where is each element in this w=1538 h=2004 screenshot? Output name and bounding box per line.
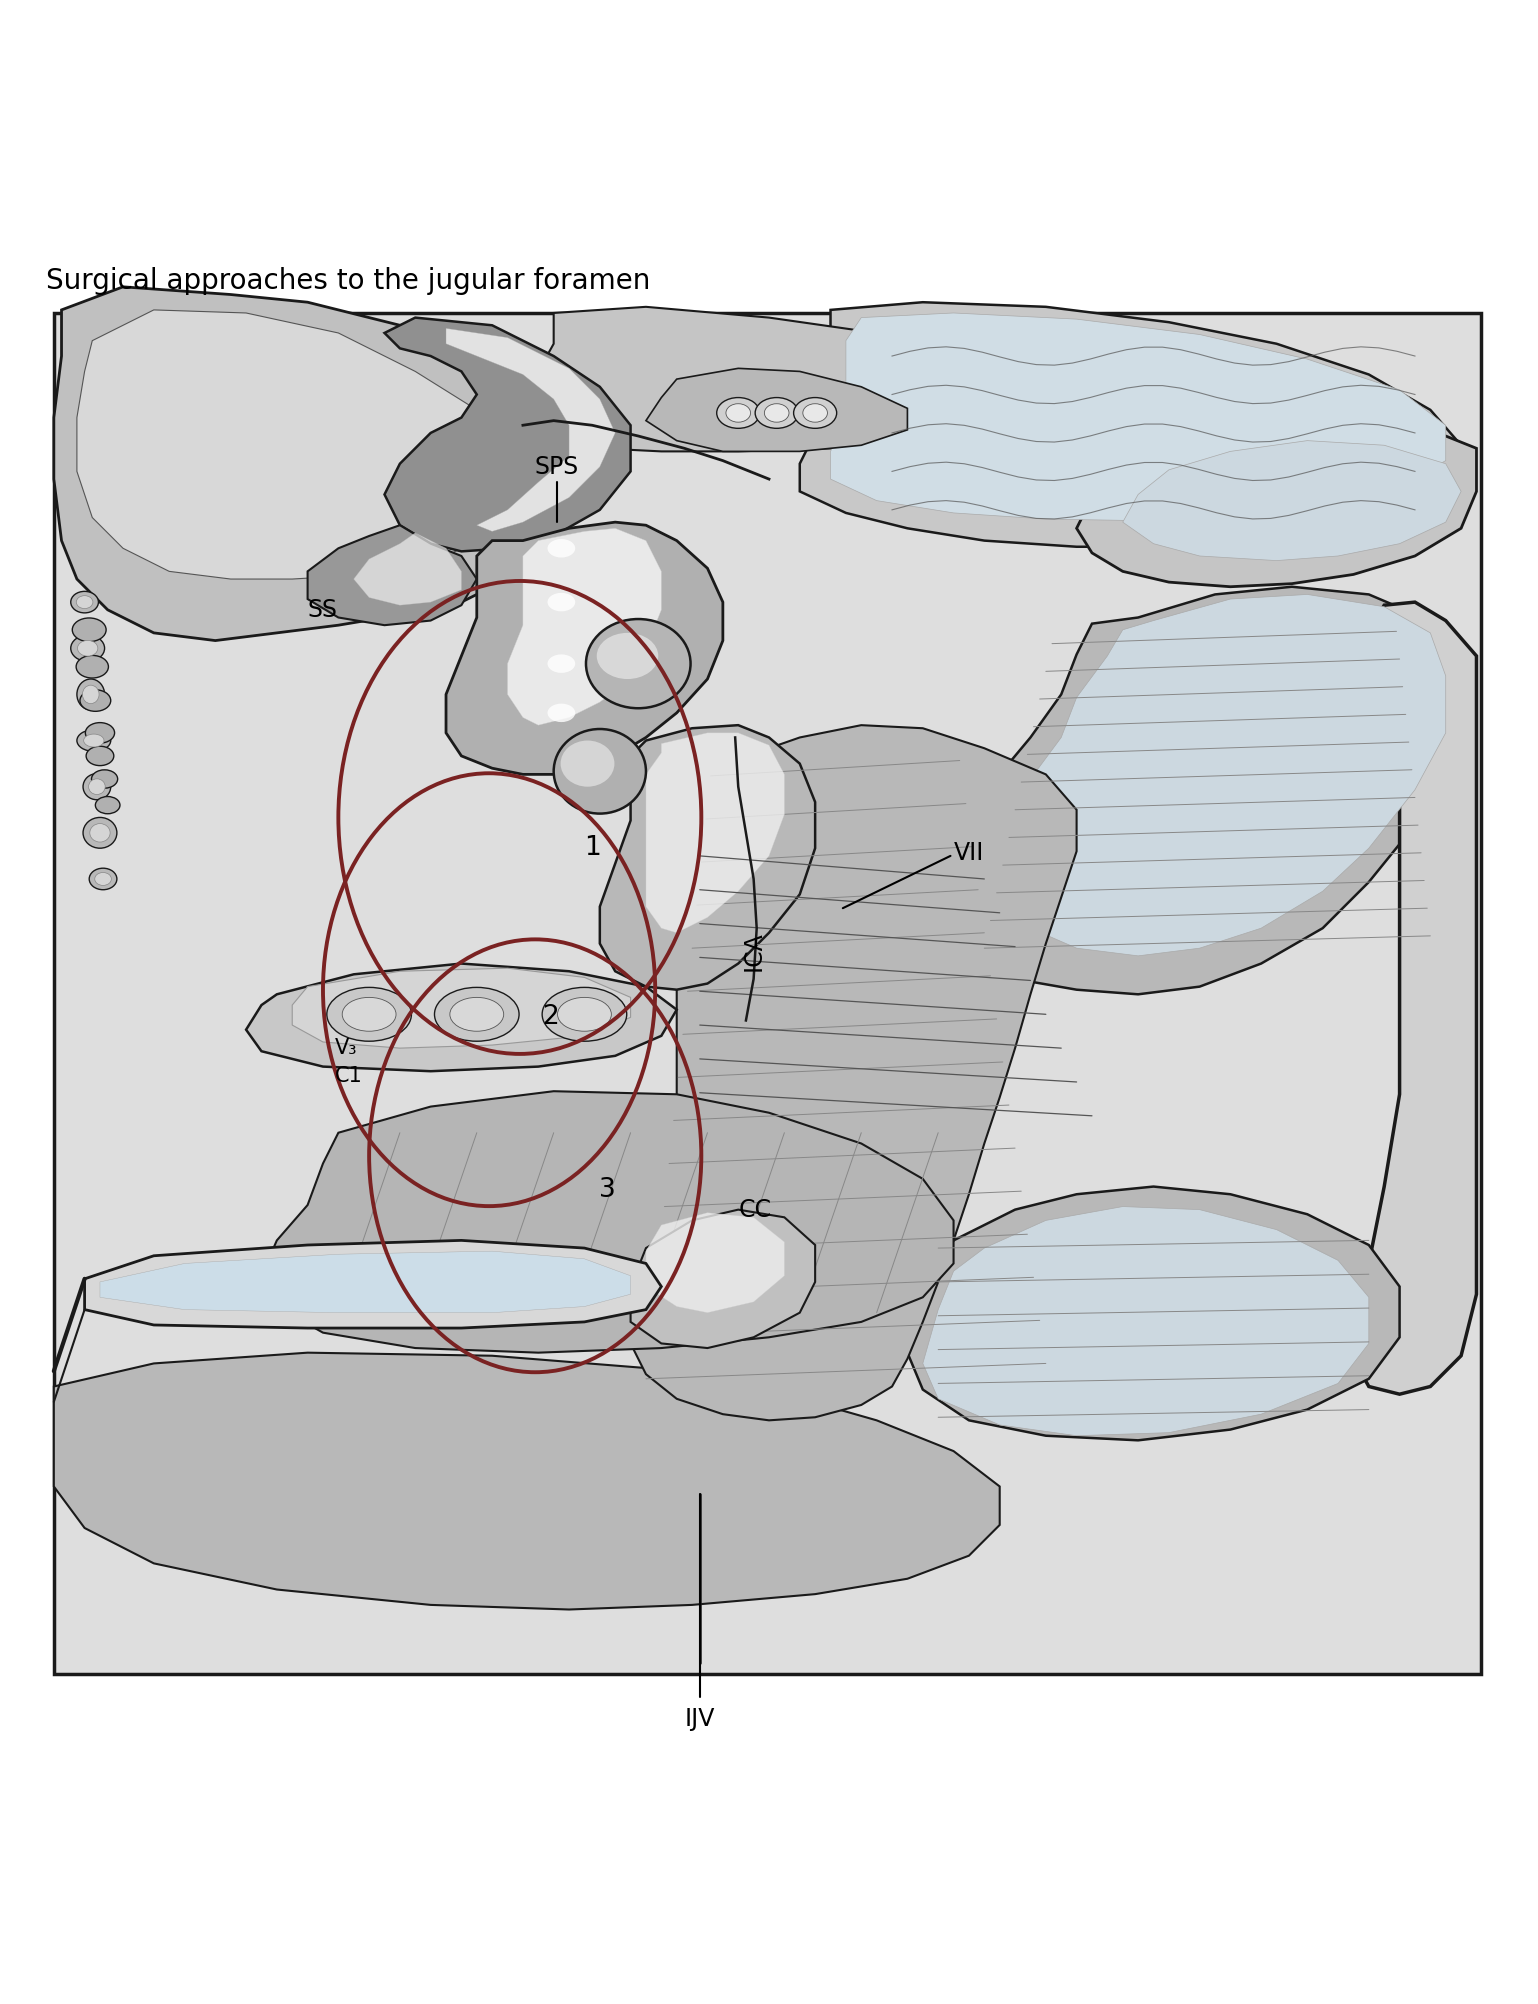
- Ellipse shape: [86, 745, 114, 766]
- Ellipse shape: [71, 635, 105, 661]
- FancyBboxPatch shape: [54, 313, 1481, 1673]
- Polygon shape: [646, 1212, 784, 1313]
- Ellipse shape: [597, 633, 658, 679]
- Ellipse shape: [83, 774, 111, 800]
- Polygon shape: [508, 529, 661, 725]
- Ellipse shape: [434, 988, 518, 1042]
- Text: SPS: SPS: [535, 455, 578, 479]
- Ellipse shape: [89, 868, 117, 890]
- Ellipse shape: [554, 729, 646, 814]
- Polygon shape: [261, 1092, 954, 1353]
- Polygon shape: [1077, 425, 1476, 587]
- Ellipse shape: [83, 818, 117, 848]
- Polygon shape: [446, 329, 615, 531]
- Ellipse shape: [95, 796, 120, 814]
- Ellipse shape: [548, 593, 575, 611]
- Polygon shape: [923, 587, 1461, 994]
- Text: IJV: IJV: [684, 1707, 715, 1731]
- Ellipse shape: [548, 703, 575, 721]
- Ellipse shape: [80, 689, 111, 711]
- Ellipse shape: [586, 619, 691, 707]
- Ellipse shape: [341, 998, 397, 1032]
- Ellipse shape: [77, 641, 98, 655]
- Text: 2: 2: [543, 1004, 558, 1030]
- Polygon shape: [308, 525, 477, 625]
- Polygon shape: [831, 313, 1446, 521]
- Ellipse shape: [86, 723, 114, 743]
- Text: CC: CC: [738, 1198, 771, 1222]
- Ellipse shape: [764, 403, 789, 423]
- Text: C1: C1: [335, 1066, 363, 1086]
- Ellipse shape: [71, 591, 98, 613]
- Polygon shape: [631, 1210, 815, 1349]
- Text: 3: 3: [600, 1176, 615, 1202]
- Polygon shape: [354, 533, 461, 605]
- Ellipse shape: [77, 679, 105, 709]
- Polygon shape: [85, 1240, 661, 1329]
- Polygon shape: [523, 307, 1015, 451]
- Ellipse shape: [755, 397, 798, 429]
- Ellipse shape: [89, 780, 105, 794]
- Ellipse shape: [560, 741, 614, 788]
- Polygon shape: [646, 369, 907, 451]
- Ellipse shape: [548, 655, 575, 673]
- Text: 1: 1: [584, 836, 600, 862]
- Polygon shape: [77, 311, 508, 579]
- Ellipse shape: [89, 824, 111, 842]
- Polygon shape: [292, 968, 631, 1048]
- Ellipse shape: [72, 617, 106, 641]
- Ellipse shape: [92, 770, 117, 788]
- Ellipse shape: [77, 595, 92, 609]
- Polygon shape: [100, 1250, 631, 1313]
- Ellipse shape: [449, 998, 504, 1032]
- Polygon shape: [984, 595, 1446, 956]
- Text: SS: SS: [308, 597, 338, 621]
- Polygon shape: [600, 725, 815, 990]
- Polygon shape: [646, 733, 784, 932]
- Polygon shape: [1353, 601, 1476, 1395]
- Ellipse shape: [83, 685, 98, 703]
- Text: Surgical approaches to the jugular foramen: Surgical approaches to the jugular foram…: [46, 267, 651, 295]
- Polygon shape: [907, 1186, 1400, 1441]
- Ellipse shape: [326, 988, 412, 1042]
- Polygon shape: [1123, 441, 1461, 561]
- Ellipse shape: [717, 397, 760, 429]
- Text: ICA: ICA: [741, 932, 766, 972]
- Ellipse shape: [726, 403, 751, 423]
- Polygon shape: [246, 964, 677, 1072]
- Ellipse shape: [95, 872, 111, 886]
- Polygon shape: [54, 287, 554, 641]
- Polygon shape: [631, 725, 1077, 1421]
- Text: V₃: V₃: [335, 1038, 358, 1058]
- Ellipse shape: [77, 655, 108, 677]
- Polygon shape: [384, 317, 631, 551]
- Text: VII: VII: [954, 842, 984, 866]
- Polygon shape: [446, 523, 723, 774]
- Ellipse shape: [83, 733, 105, 747]
- Ellipse shape: [543, 988, 628, 1042]
- Ellipse shape: [77, 729, 111, 752]
- Ellipse shape: [794, 397, 837, 429]
- Ellipse shape: [548, 539, 575, 557]
- Polygon shape: [923, 1206, 1369, 1435]
- Ellipse shape: [558, 998, 612, 1032]
- Polygon shape: [800, 303, 1461, 547]
- Polygon shape: [54, 1353, 1000, 1609]
- Ellipse shape: [803, 403, 827, 423]
